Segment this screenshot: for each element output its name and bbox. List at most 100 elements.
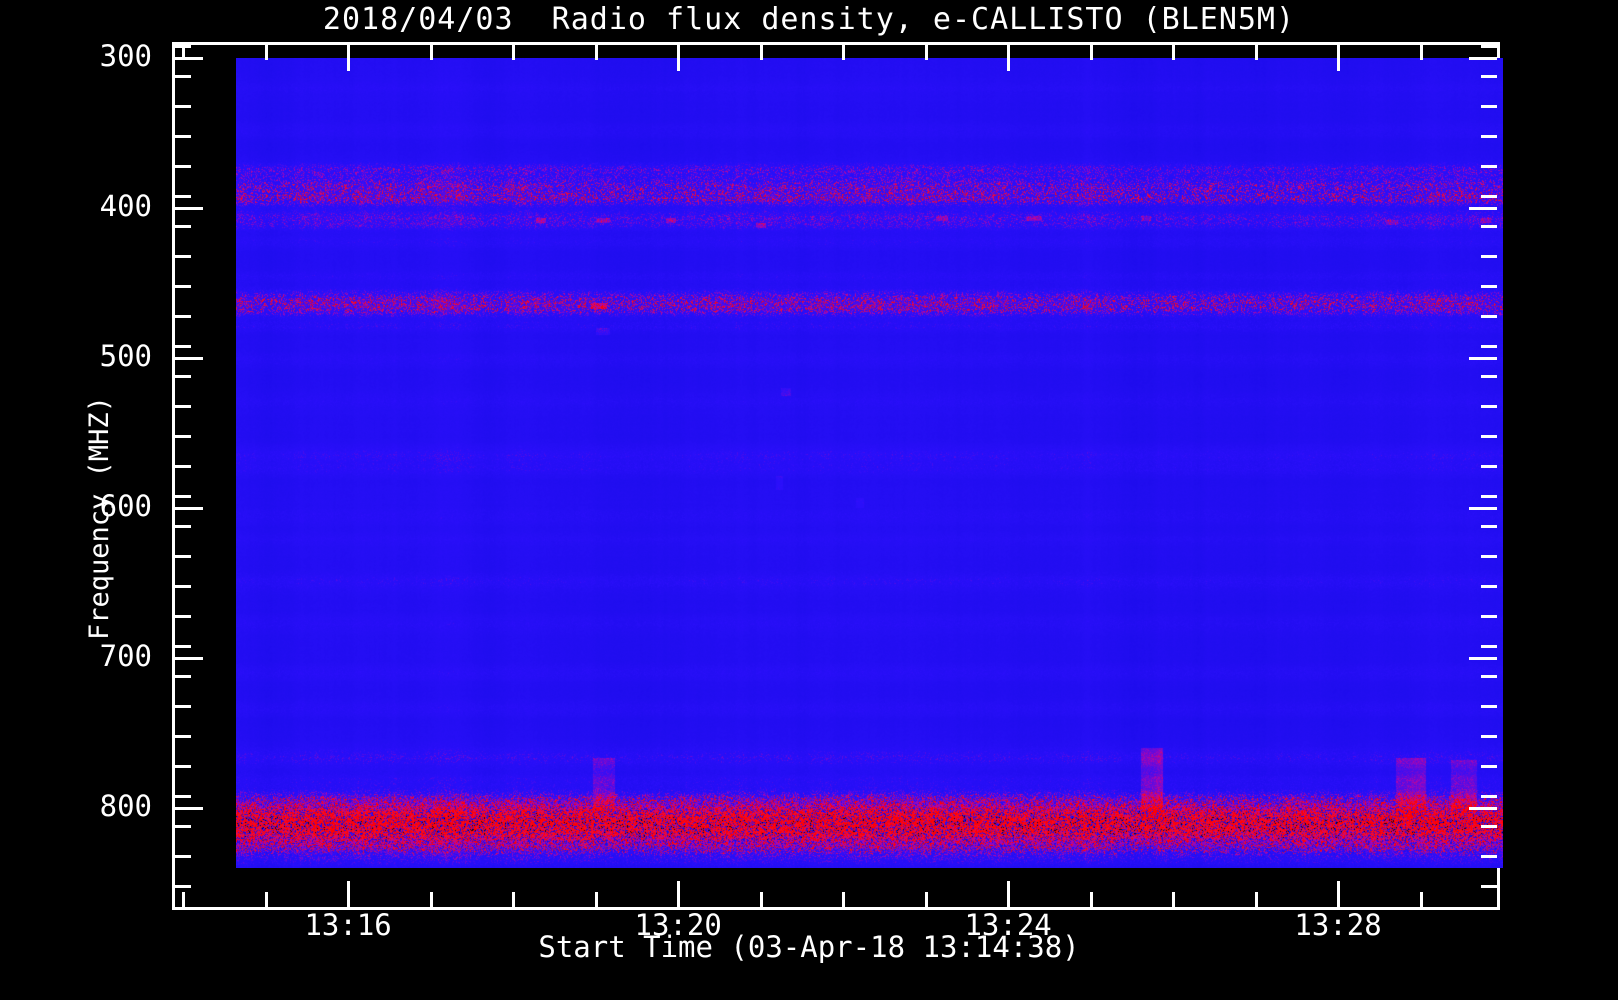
tick-mark: [842, 45, 845, 60]
tick-mark: [175, 525, 191, 528]
x-tick-label: 13:20: [634, 908, 722, 942]
tick-mark: [1481, 435, 1497, 438]
tick-mark: [1481, 465, 1497, 468]
tick-mark: [512, 892, 515, 907]
tick-mark: [1481, 495, 1497, 498]
tick-mark: [175, 105, 191, 108]
tick-mark: [1481, 525, 1497, 528]
tick-mark: [175, 435, 191, 438]
tick-mark: [1481, 225, 1497, 228]
tick-mark: [760, 45, 763, 60]
tick-mark: [175, 657, 203, 660]
tick-mark: [265, 892, 268, 907]
tick-mark: [175, 135, 191, 138]
tick-mark: [175, 735, 191, 738]
x-tick-label: 13:28: [1294, 908, 1382, 942]
tick-mark: [265, 45, 268, 60]
tick-mark: [1481, 585, 1497, 588]
tick-mark: [347, 45, 350, 71]
tick-mark: [1481, 645, 1497, 648]
tick-mark: [1481, 885, 1497, 888]
tick-mark: [175, 405, 191, 408]
tick-mark: [175, 75, 191, 78]
tick-mark: [1469, 507, 1497, 510]
tick-mark: [1255, 45, 1258, 60]
tick-mark: [175, 615, 191, 618]
y-tick-label: 600: [99, 489, 152, 524]
tick-mark: [175, 555, 191, 558]
tick-mark: [1481, 705, 1497, 708]
tick-mark: [175, 645, 191, 648]
tick-mark: [175, 225, 191, 228]
tick-mark: [1481, 315, 1497, 318]
tick-mark: [1481, 555, 1497, 558]
tick-mark: [175, 705, 191, 708]
tick-mark: [1090, 892, 1093, 907]
tick-mark: [925, 45, 928, 60]
tick-mark: [175, 585, 191, 588]
tick-mark: [1469, 657, 1497, 660]
page-title: 2018/04/03 Radio flux density, e-CALLIST…: [322, 2, 1296, 37]
tick-mark: [677, 881, 680, 907]
tick-mark: [1481, 75, 1497, 78]
tick-mark: [595, 892, 598, 907]
tick-mark: [175, 465, 191, 468]
y-tick-label: 700: [99, 638, 152, 673]
tick-mark: [175, 495, 191, 498]
tick-mark: [842, 892, 845, 907]
tick-mark: [175, 675, 191, 678]
tick-mark: [1481, 375, 1497, 378]
tick-mark: [175, 507, 203, 510]
tick-mark: [1007, 892, 1010, 907]
tick-mark: [1420, 892, 1423, 907]
tick-mark: [595, 45, 598, 60]
tick-mark: [1481, 345, 1497, 348]
x-tick-label: 13:24: [964, 908, 1052, 942]
tick-mark: [1337, 892, 1340, 907]
y-axis-title: Frequency (MHZ): [84, 396, 115, 640]
tick-mark: [175, 765, 191, 768]
tick-mark: [1481, 765, 1497, 768]
tick-mark: [1481, 135, 1497, 138]
tick-mark: [175, 825, 191, 828]
tick-mark: [1172, 45, 1175, 60]
tick-mark: [175, 165, 191, 168]
tick-mark: [175, 855, 191, 858]
x-axis-title: Start Time (03-Apr-18 13:14:38): [538, 930, 1080, 964]
y-tick-label: 500: [99, 339, 152, 374]
tick-mark: [760, 892, 763, 907]
tick-mark: [1337, 45, 1340, 60]
tick-mark: [1481, 285, 1497, 288]
tick-mark: [1481, 615, 1497, 618]
tick-mark: [175, 315, 191, 318]
tick-mark: [512, 45, 515, 60]
tick-mark: [1469, 357, 1497, 360]
tick-mark: [677, 45, 680, 71]
tick-mark: [175, 345, 191, 348]
tick-mark: [1469, 807, 1497, 810]
tick-mark: [175, 285, 191, 288]
tick-mark: [1481, 675, 1497, 678]
tick-mark: [175, 207, 203, 210]
tick-mark: [182, 45, 185, 60]
tick-mark: [1420, 45, 1423, 60]
tick-mark: [1481, 45, 1497, 48]
tick-mark: [175, 375, 191, 378]
y-tick-label: 300: [99, 39, 152, 73]
tick-mark: [925, 892, 928, 907]
y-tick-label: 400: [99, 189, 152, 223]
tick-mark: [1481, 195, 1497, 198]
spectrogram-canvas: [236, 58, 1503, 868]
tick-mark: [1469, 57, 1497, 60]
tick-mark: [430, 45, 433, 60]
tick-mark: [347, 881, 350, 907]
tick-mark: [182, 892, 185, 907]
tick-mark: [1481, 855, 1497, 858]
y-tick-label: 800: [99, 788, 152, 823]
tick-mark: [175, 807, 203, 810]
tick-mark: [175, 357, 203, 360]
tick-mark: [175, 255, 191, 258]
tick-mark: [175, 57, 203, 60]
tick-mark: [1481, 105, 1497, 108]
